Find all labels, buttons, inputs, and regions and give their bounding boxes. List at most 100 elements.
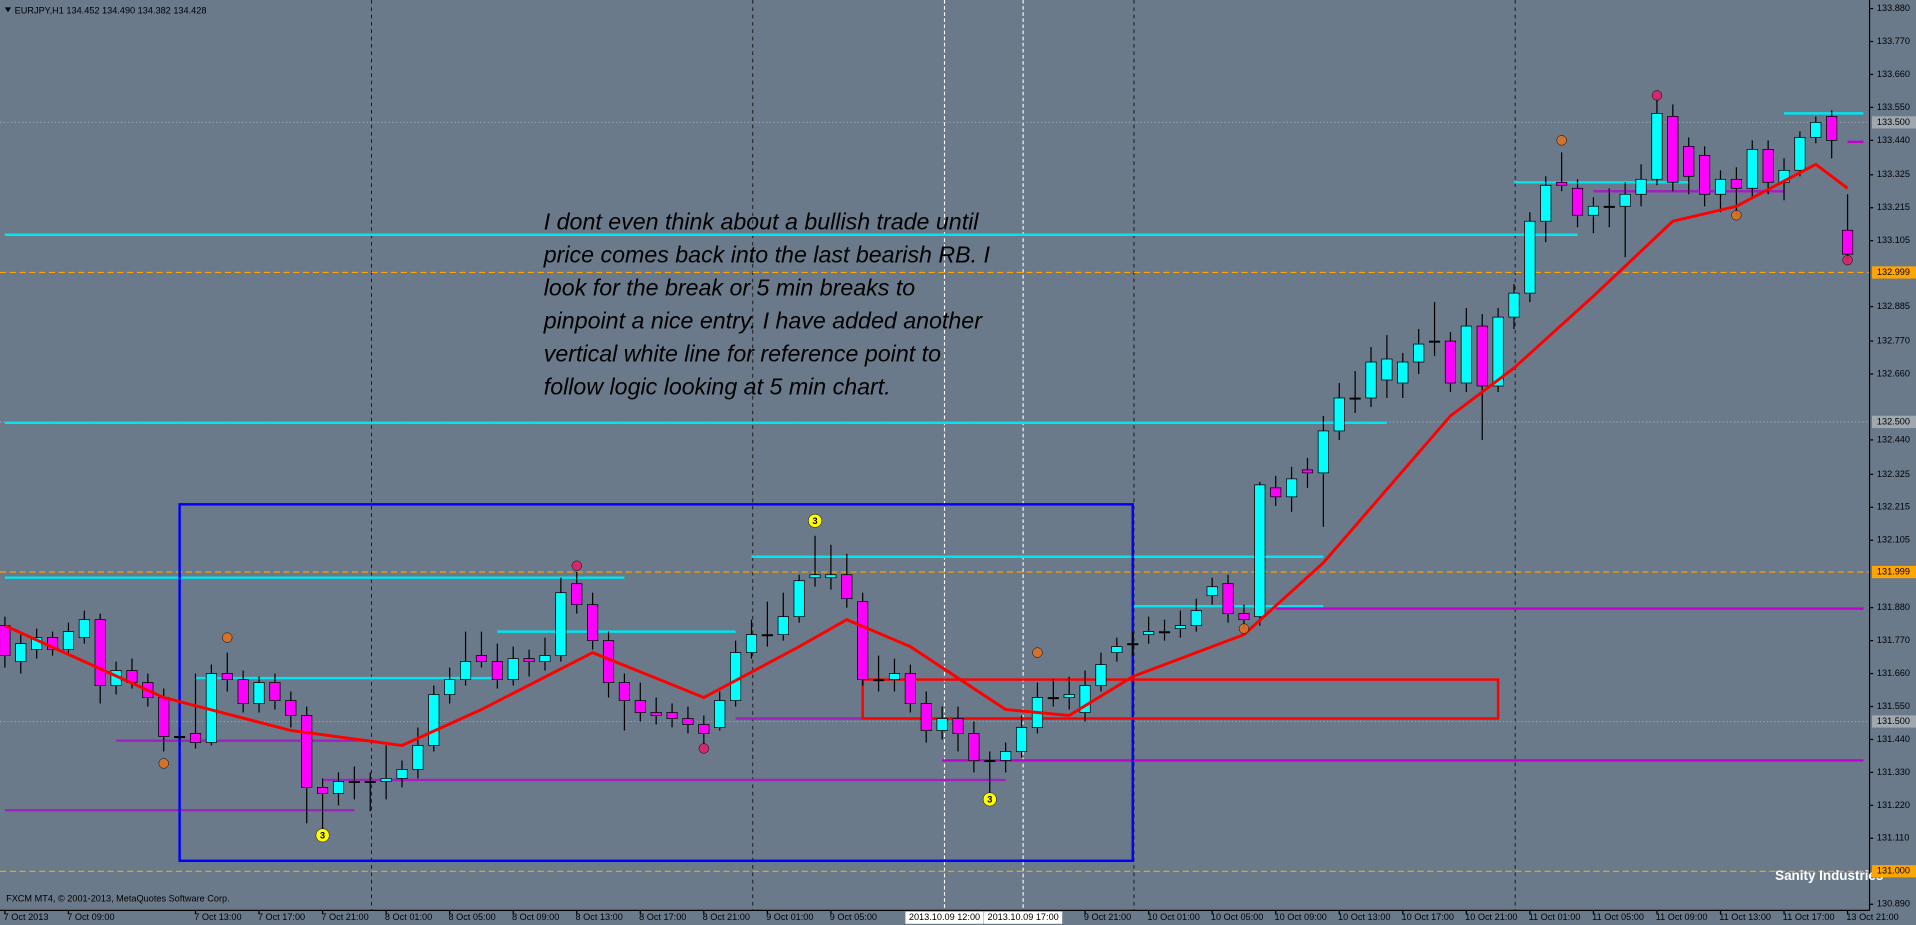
watermark: Sanity Industries [1775,868,1883,883]
candle-body [285,700,297,716]
candle-body [444,679,456,695]
y-tick-label: 132.105 [1877,535,1910,545]
x-tick-label: 10 Oct 01:00 [1147,912,1199,922]
price-label-bg [1872,865,1916,878]
candle-body [1587,205,1599,216]
fractal-marker [1556,135,1567,146]
candle-body [1063,694,1075,698]
y-tick-label: 130.890 [1877,899,1910,909]
x-tick-label: 7 Oct 21:00 [321,912,368,922]
candle-body [1301,469,1314,474]
y-tick-label: 131.660 [1877,668,1910,678]
x-tick-label: 8 Oct 17:00 [639,912,686,922]
y-tick-label: 132.885 [1877,301,1910,311]
fractal-marker [808,513,822,528]
x-tick-label: 13 Oct 21:00 [1846,912,1898,922]
candle-body [587,604,599,641]
x-tick-label: 11 Oct 09:00 [1656,912,1708,922]
x-tick-label: 10 Oct 09:00 [1274,912,1326,922]
candle-body [1619,193,1631,207]
candle-body [1492,316,1504,387]
fractal-marker [222,632,233,643]
candle-body [1651,113,1663,180]
price-label: 132.999 [1877,267,1910,277]
candle-body [841,574,853,600]
candle-body [62,631,74,650]
price-label: 132.500 [1877,416,1910,426]
candle-body [78,619,90,638]
candle-body [1190,610,1202,627]
candle-body [1095,664,1107,686]
x-tick-label: 7 Oct 09:00 [67,912,114,922]
zone-box [178,503,1134,863]
candle-body [1683,145,1695,177]
y-tick-label: 133.770 [1877,36,1910,46]
candle-body [1826,116,1838,141]
candle-body [777,616,789,635]
price-label: 131.999 [1877,566,1910,576]
candle-body [904,673,916,704]
candle-body [888,673,901,680]
reference-label: 2013.10.09 17:00 [987,912,1058,922]
candle-body [1699,154,1711,195]
price-label-bg [1872,116,1916,129]
candle-body [1714,178,1727,195]
candle-body [1571,187,1584,216]
candle-body [348,781,360,783]
candle-body [873,679,885,682]
candle-body [380,778,392,782]
marker-label: 3 [987,794,992,804]
y-tick-label: 132.770 [1877,335,1910,345]
candle-body [1794,136,1806,171]
y-tick-label: 133.660 [1877,69,1910,79]
x-tick-label: 9 Oct 21:00 [1084,912,1131,922]
candle-body [793,580,805,618]
candle-body [317,787,329,794]
y-tick-label: 133.550 [1877,102,1910,112]
candle-body [0,625,11,656]
candle-body [412,745,424,770]
candle-body [1127,643,1139,646]
x-tick-label: 9 Oct 05:00 [830,912,877,922]
data-layer: 3 3 3 [0,90,1864,863]
candle-body [634,700,646,713]
marker-label: 3 [812,516,817,526]
candle-body [1158,631,1171,634]
fractal-marker [571,560,582,571]
candle-body [332,781,345,794]
chart-header: EURJPY,H1 134.452 134.490 134.382 134.42… [15,5,207,15]
candle-body [428,694,440,746]
x-tick-label: 10 Oct 05:00 [1211,912,1263,922]
y-tick-label: 133.440 [1877,135,1910,145]
fractal-marker [982,792,997,807]
candle-body [1317,430,1329,474]
candle-body [745,634,758,653]
x-tick-label: 8 Oct 05:00 [448,912,495,922]
candle-body [857,601,869,680]
candle-body [1079,685,1091,713]
candle-body [1413,343,1425,363]
marker-label: 3 [320,830,325,840]
candle-body [1762,148,1774,183]
fractal-marker [1238,623,1250,634]
candle-body [714,700,726,728]
candle-body [682,718,694,725]
candle-body [571,583,583,606]
fractal-marker [1842,255,1853,266]
candle-body [1111,646,1123,653]
x-tick-label: 11 Oct 13:00 [1719,912,1771,922]
candle-body [650,712,662,716]
x-tick-label: 8 Oct 13:00 [576,912,623,922]
x-tick-label: 9 Oct 01:00 [766,912,813,922]
candle-body [253,682,265,704]
candle-body [1365,361,1377,399]
candle-body [809,574,821,579]
y-tick-label: 131.880 [1877,602,1910,612]
candle-body [1603,205,1615,208]
candle-body [174,736,186,739]
price-label: 133.500 [1877,117,1910,127]
candle-body [1556,181,1568,186]
annotation-line: price comes back into the last bearish R… [543,242,991,268]
